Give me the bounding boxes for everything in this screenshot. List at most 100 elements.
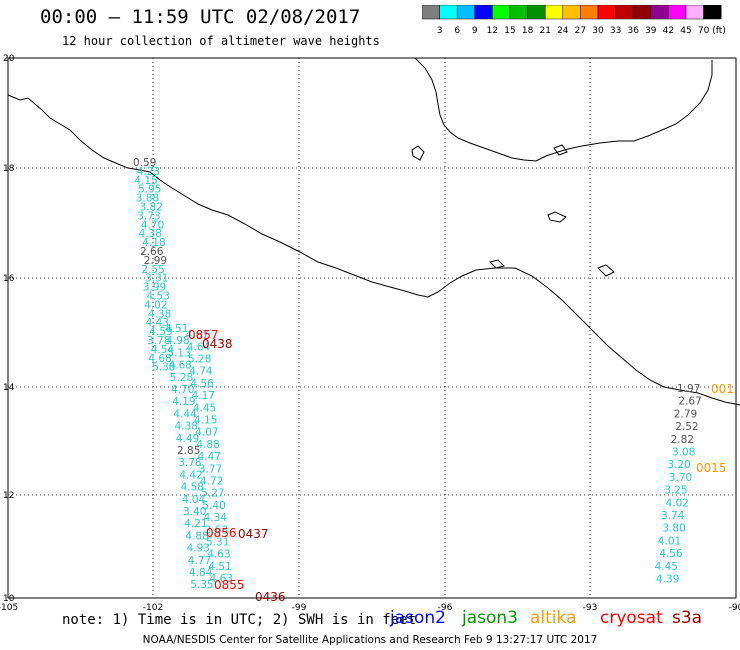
swh-label: 3.88 <box>136 193 159 205</box>
swh-label: 4.44 <box>173 408 197 420</box>
swh-label: 4.34 <box>204 512 228 524</box>
swh-label: 4.72 <box>200 476 223 488</box>
swh-label: 3.20 <box>667 459 690 471</box>
legend-label: 27 <box>575 26 586 36</box>
swh-label: 4.18 <box>142 237 165 249</box>
legend-label: 42 <box>663 26 674 36</box>
swh-label: 4.68 <box>169 360 192 372</box>
swh-label: 4.17 <box>192 390 215 402</box>
legend-label: 36 <box>627 26 639 36</box>
swh-label: 2.79 <box>674 408 697 420</box>
footnote: note: 1) Time is in UTC; 2) SWH is in fe… <box>62 612 417 628</box>
swh-label: 3.99 <box>143 282 166 294</box>
swh-label: 4.98 <box>166 335 189 347</box>
legend-label: 15 <box>504 26 515 36</box>
swh-label: 4.74 <box>189 366 213 378</box>
swh-label: 3.31 <box>145 273 168 285</box>
swh-label: 4.01 <box>658 535 681 547</box>
island-5 <box>553 144 568 156</box>
swh-label: 4.63 <box>210 573 233 585</box>
legend-label: 70 <box>698 26 710 36</box>
satellite-jason3-label: jason3 <box>462 608 518 628</box>
swh-label: 4.70 <box>171 384 194 396</box>
swh-label: 4.77 <box>188 555 211 567</box>
legend-label: 6 <box>454 26 460 36</box>
satellite-s3a-label: s3a <box>672 608 703 628</box>
lon-label: -102 <box>143 603 163 613</box>
lon-label: -96 <box>438 603 453 613</box>
pass-time-label: 001 <box>711 382 734 396</box>
legend-label: 12 <box>487 26 498 36</box>
pass-time-label: 0015 <box>696 461 727 475</box>
swh-label: 2.67 <box>678 396 701 408</box>
swh-label: 4.47 <box>198 451 221 463</box>
swh-label: 4.56 <box>659 548 683 560</box>
swh-label: 4.84 <box>189 567 213 579</box>
swh-label: 5.35 <box>190 579 213 591</box>
swh-label: 3.63 <box>205 524 228 536</box>
map-subtitle: 12 hour collection of altimeter wave hei… <box>62 34 380 48</box>
swh-label: 4.51 <box>165 323 188 335</box>
island-3 <box>597 264 615 277</box>
swh-label: 3.25 <box>664 485 687 497</box>
satellite-jason2-label: jason2 <box>390 608 446 628</box>
swh-label: 2.66 <box>140 246 164 258</box>
swh-label: 0.59 <box>133 157 156 169</box>
legend-label: 39 <box>645 26 657 36</box>
lat-label: 10 <box>3 594 15 604</box>
island-4 <box>489 259 505 269</box>
pass-time-label: 0857 <box>188 328 219 342</box>
lat-lon-grid: -105 -102 -99 -96 -93 -90 20 18 16 14 12 10 <box>0 54 740 613</box>
swh-label: 5.38 <box>152 362 175 374</box>
swh-label: 5.31 <box>206 537 229 549</box>
legend-label: 24 <box>557 26 569 36</box>
swh-label: 4.58 <box>181 482 204 494</box>
swh-label: 4.38 <box>148 308 171 320</box>
swh-label: 5.28 <box>188 354 211 366</box>
legend-unit: (ft) <box>712 26 726 36</box>
swh-label: 4.64 <box>187 341 211 353</box>
legend-label: 45 <box>680 26 691 36</box>
island-1 <box>411 145 425 161</box>
swh-label: 3.40 <box>183 506 206 518</box>
swh-label: 5.95 <box>138 184 161 196</box>
swh-label: 5.13 <box>167 347 190 359</box>
coastline <box>7 57 740 406</box>
swh-label: 4.88 <box>196 439 219 451</box>
swh-label: 3.08 <box>672 447 695 459</box>
legend-label: 21 <box>539 26 550 36</box>
pass-time-label: 0855 <box>214 578 245 592</box>
swh-label: 3.82 <box>140 202 163 214</box>
credit-line: NOAA/NESDIS Center for Satellite Applica… <box>142 634 598 646</box>
lon-label: -99 <box>292 603 307 613</box>
swh-label: 2.85 <box>177 445 200 457</box>
swh-label: 4.07 <box>195 427 218 439</box>
gulf-coast <box>414 57 713 162</box>
legend-swatch <box>703 5 722 20</box>
lon-label: -93 <box>583 603 598 613</box>
swh-label: 4.38 <box>139 228 162 240</box>
legend-label: 30 <box>592 26 604 36</box>
swh-label: 4.45 <box>193 402 216 414</box>
swh-label: 4.04 <box>182 494 206 506</box>
island-2 <box>547 211 567 223</box>
swh-label: 3.70 <box>669 472 692 484</box>
swh-label: 3.78 <box>147 335 170 347</box>
satellite-altika-label: altika <box>530 608 577 628</box>
swh-label: 4.70 <box>141 219 164 231</box>
swh-label: 3.77 <box>199 463 222 475</box>
pass-time-label: 0437 <box>238 527 269 541</box>
swh-label: 3.73 <box>137 210 160 222</box>
swh-label: 4.23 <box>137 166 160 178</box>
swh-label: 4.59 <box>149 326 172 338</box>
swh-label: 2.82 <box>671 434 694 446</box>
lat-label: 20 <box>3 54 15 64</box>
pass-time-label: 0856 <box>206 526 237 540</box>
swh-label: 4.93 <box>187 543 210 555</box>
swh-label: 2.55 <box>141 264 164 276</box>
swh-label: 4.43 <box>146 317 169 329</box>
map-title: 00:00 – 11:59 UTC 02/08/2017 <box>40 6 361 28</box>
swh-label: 3.74 <box>661 510 685 522</box>
swh-label: 4.56 <box>190 378 214 390</box>
satellite-cryosat-label: cryosat <box>600 608 663 628</box>
